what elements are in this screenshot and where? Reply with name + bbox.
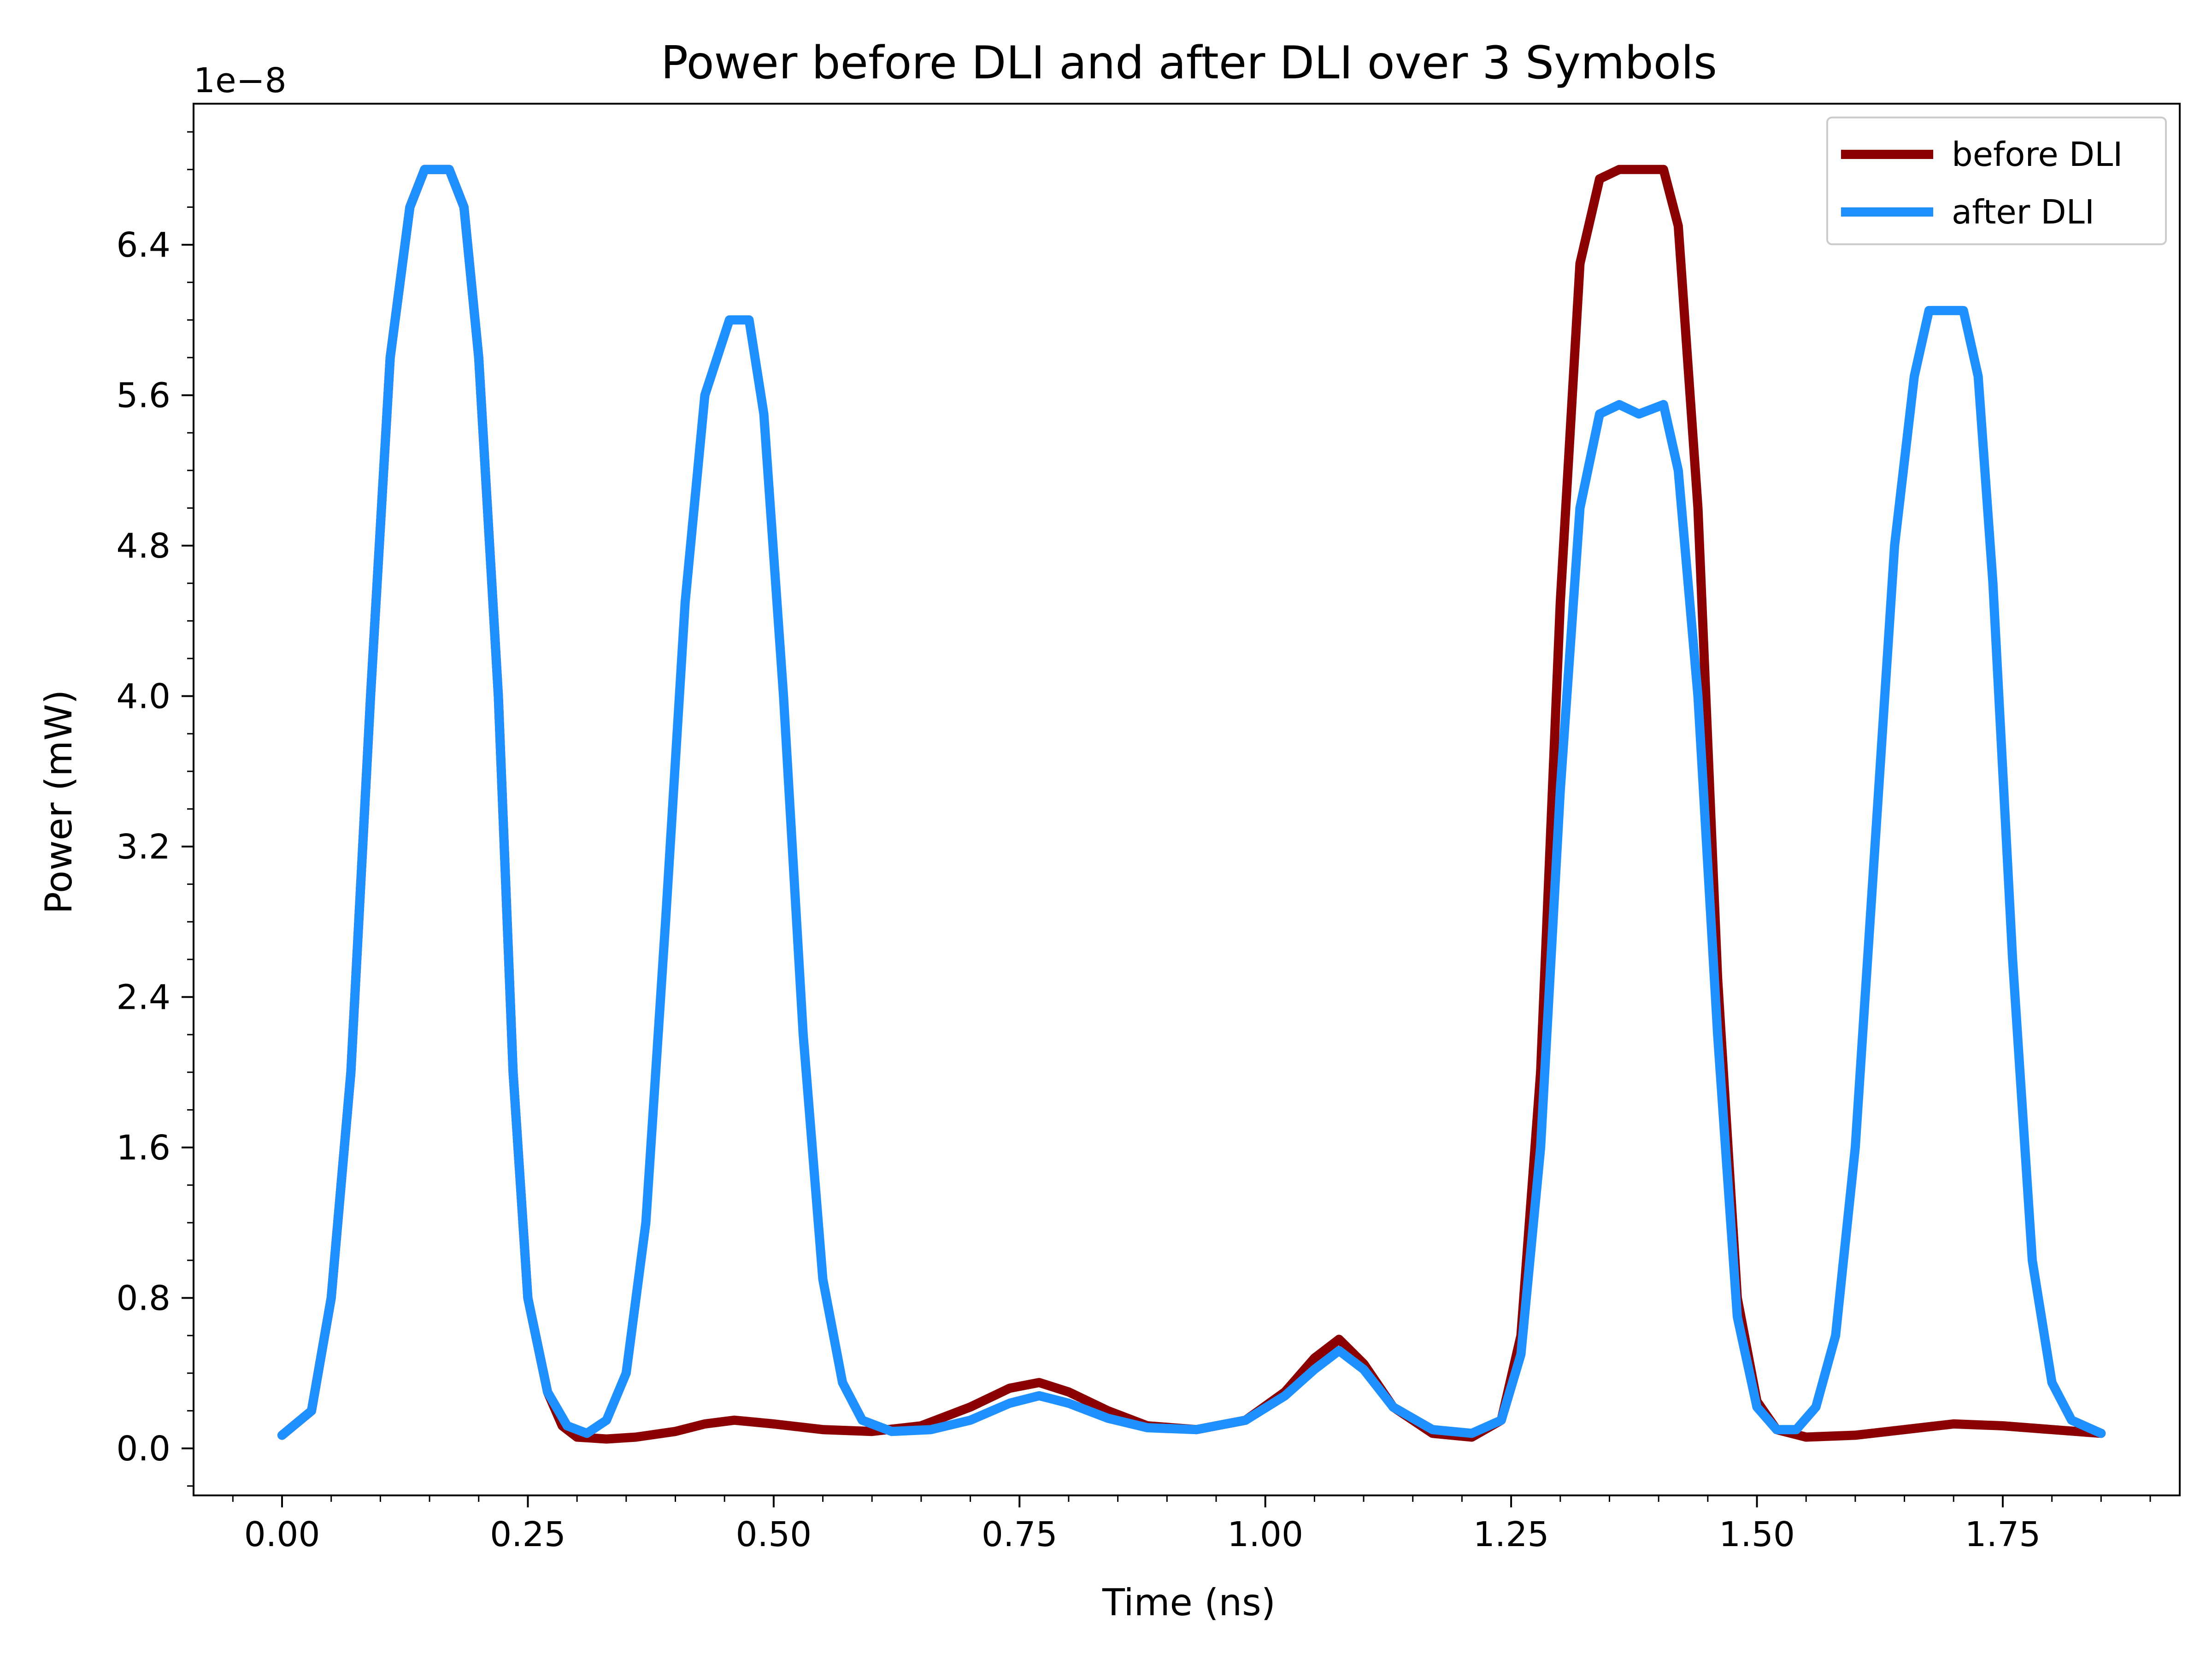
y-axis-offset-label: 1e−8 (194, 61, 287, 100)
legend: before DLI after DLI (1826, 117, 2167, 245)
x-tick-label: 1.75 (1965, 1515, 2041, 1554)
y-tick-label: 0.0 (116, 1429, 171, 1469)
plot-area-border (193, 103, 2181, 1496)
y-tick-label: 6.4 (116, 225, 171, 265)
legend-label-1: after DLI (1952, 193, 2094, 231)
x-tick-label: 1.50 (1719, 1515, 1795, 1554)
series-line-1 (277, 165, 2106, 1440)
series-line-0 (277, 165, 2106, 1444)
x-tick-label: 0.75 (982, 1515, 1058, 1554)
legend-label-0: before DLI (1952, 135, 2123, 174)
y-tick-label: 0.8 (116, 1278, 171, 1318)
x-tick-label: 1.25 (1473, 1515, 1549, 1554)
x-tick-label: 1.00 (1227, 1515, 1303, 1554)
x-tick-label: 0.00 (244, 1515, 320, 1554)
plot-frame (193, 103, 2181, 1496)
chart-title: Power before DLI and after DLI over 3 Sy… (661, 37, 1717, 89)
y-tick-label: 4.8 (116, 526, 171, 566)
y-tick-label: 5.6 (116, 376, 171, 416)
x-tick-label: 0.50 (735, 1515, 812, 1554)
x-tick-label: 0.25 (490, 1515, 566, 1554)
y-tick-label: 1.6 (116, 1128, 171, 1168)
y-tick-label: 2.4 (116, 978, 171, 1018)
y-axis-ticks: 0.0 0.8 1.6 2.4 3.2 4.0 4.8 5.6 6.4 (116, 131, 194, 1487)
y-tick-label: 3.2 (116, 827, 171, 867)
series-layer (277, 165, 2106, 1444)
x-axis-ticks: 0.00 0.25 0.50 0.75 1.00 1.25 1.50 1.75 (232, 1495, 2151, 1554)
y-axis-label: Power (mW) (37, 690, 80, 914)
x-axis-label: Time (ns) (1102, 1581, 1276, 1624)
y-tick-label: 4.0 (116, 677, 171, 717)
